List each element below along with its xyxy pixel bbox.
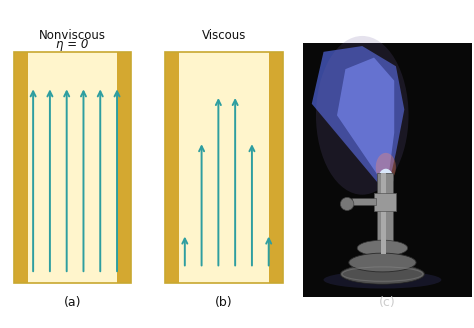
Text: (a): (a) <box>64 297 81 309</box>
Ellipse shape <box>378 169 393 189</box>
Bar <box>14 52 131 283</box>
Bar <box>165 52 283 283</box>
Text: (b): (b) <box>215 297 233 309</box>
Ellipse shape <box>340 197 354 211</box>
Ellipse shape <box>316 36 409 195</box>
Bar <box>377 173 392 254</box>
Bar <box>374 193 396 211</box>
Bar <box>352 197 376 205</box>
Bar <box>165 52 179 283</box>
Bar <box>14 52 27 283</box>
Bar <box>303 43 472 297</box>
Text: (c): (c) <box>379 297 396 309</box>
Polygon shape <box>312 46 404 190</box>
Ellipse shape <box>357 240 408 256</box>
Bar <box>14 52 131 283</box>
Ellipse shape <box>376 153 396 182</box>
Polygon shape <box>337 58 394 185</box>
Ellipse shape <box>349 253 416 272</box>
Bar <box>117 52 131 283</box>
Text: Viscous: Viscous <box>202 30 246 42</box>
Text: Nonviscous: Nonviscous <box>39 30 106 42</box>
Text: η = 0: η = 0 <box>56 38 89 51</box>
Bar <box>381 173 386 254</box>
Bar <box>165 52 283 283</box>
Ellipse shape <box>324 271 441 289</box>
Ellipse shape <box>340 264 425 284</box>
Bar <box>269 52 283 283</box>
